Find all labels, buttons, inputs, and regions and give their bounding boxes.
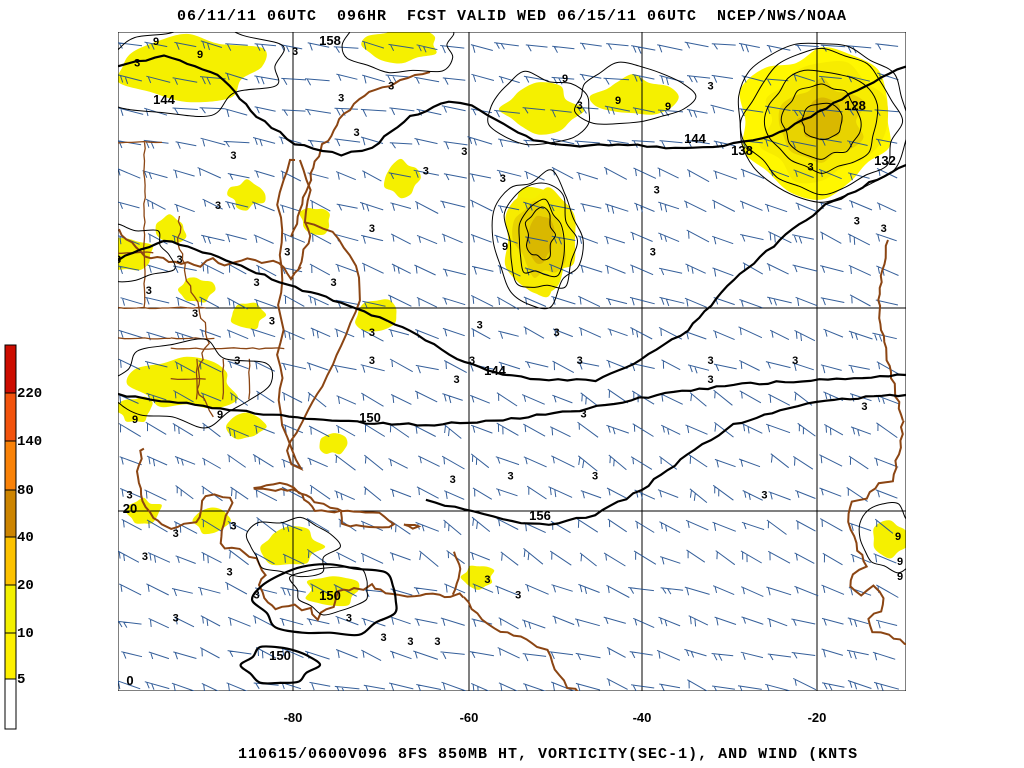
svg-text:3: 3: [469, 355, 475, 367]
svg-text:150: 150: [359, 410, 381, 425]
svg-text:144: 144: [684, 131, 706, 146]
svg-text:3: 3: [354, 127, 360, 139]
svg-text:150: 150: [269, 648, 291, 663]
svg-text:3: 3: [134, 58, 140, 70]
svg-text:20: 20: [123, 501, 137, 516]
svg-text:3: 3: [230, 150, 236, 162]
svg-text:3: 3: [227, 567, 233, 579]
svg-text:-40: -40: [633, 710, 652, 725]
svg-text:3: 3: [707, 355, 713, 367]
svg-text:3: 3: [461, 146, 467, 158]
svg-text:3: 3: [484, 574, 490, 586]
svg-text:3: 3: [650, 246, 656, 258]
svg-text:9: 9: [197, 49, 203, 61]
svg-text:3: 3: [454, 374, 460, 386]
svg-text:3: 3: [253, 590, 259, 602]
svg-text:9: 9: [665, 101, 671, 113]
svg-text:3: 3: [234, 355, 240, 367]
svg-text:3: 3: [407, 636, 413, 648]
svg-text:3: 3: [292, 46, 298, 58]
svg-text:3: 3: [215, 200, 221, 212]
svg-text:144: 144: [484, 363, 506, 378]
svg-text:3: 3: [369, 223, 375, 235]
svg-text:3: 3: [142, 551, 148, 563]
svg-text:3: 3: [284, 246, 290, 258]
svg-text:-80: -80: [284, 710, 303, 725]
svg-text:9: 9: [217, 409, 223, 421]
svg-text:3: 3: [126, 490, 132, 502]
svg-text:3: 3: [861, 401, 867, 413]
svg-text:3: 3: [581, 409, 587, 421]
svg-text:150: 150: [319, 588, 341, 603]
svg-text:0: 0: [126, 673, 133, 688]
svg-text:3: 3: [369, 327, 375, 339]
svg-text:3: 3: [577, 100, 583, 112]
svg-text:3: 3: [330, 277, 336, 289]
svg-text:3: 3: [173, 528, 179, 540]
svg-text:9: 9: [132, 414, 138, 426]
svg-text:138: 138: [731, 143, 753, 158]
svg-text:9: 9: [153, 36, 159, 48]
svg-text:3: 3: [792, 355, 798, 367]
svg-text:3: 3: [388, 81, 394, 93]
svg-text:158: 158: [319, 33, 341, 48]
svg-text:3: 3: [146, 285, 152, 297]
svg-text:-60: -60: [460, 710, 479, 725]
svg-text:9: 9: [897, 571, 903, 583]
svg-text:3: 3: [881, 223, 887, 235]
svg-text:3: 3: [269, 316, 275, 328]
svg-text:3: 3: [423, 165, 429, 177]
svg-text:-20: -20: [808, 710, 827, 725]
svg-text:3: 3: [450, 474, 456, 486]
svg-text:3: 3: [173, 613, 179, 625]
svg-text:128: 128: [844, 98, 866, 113]
svg-text:9: 9: [502, 241, 508, 253]
svg-text:3: 3: [707, 81, 713, 93]
svg-text:3: 3: [707, 374, 713, 386]
svg-text:9: 9: [895, 531, 901, 543]
svg-text:9: 9: [897, 556, 903, 568]
svg-text:3: 3: [592, 470, 598, 482]
svg-text:9: 9: [615, 95, 621, 107]
svg-text:3: 3: [338, 92, 344, 104]
svg-text:3: 3: [761, 490, 767, 502]
svg-text:3: 3: [577, 355, 583, 367]
svg-text:3: 3: [369, 355, 375, 367]
svg-text:9: 9: [562, 73, 568, 85]
svg-text:144: 144: [153, 92, 175, 107]
svg-text:3: 3: [192, 308, 198, 320]
svg-text:3: 3: [434, 636, 440, 648]
svg-text:3: 3: [253, 277, 259, 289]
svg-text:3: 3: [515, 590, 521, 602]
svg-text:3: 3: [854, 216, 860, 228]
svg-text:3: 3: [507, 470, 513, 482]
svg-text:3: 3: [554, 327, 560, 339]
svg-text:132: 132: [874, 153, 896, 168]
svg-text:3: 3: [654, 185, 660, 197]
svg-text:3: 3: [477, 319, 483, 331]
svg-text:3: 3: [230, 520, 236, 532]
svg-text:3: 3: [808, 162, 814, 174]
svg-text:156: 156: [529, 508, 551, 523]
svg-text:3: 3: [500, 173, 506, 185]
svg-text:3: 3: [177, 254, 183, 266]
svg-text:3: 3: [380, 632, 386, 644]
svg-text:3: 3: [346, 613, 352, 625]
